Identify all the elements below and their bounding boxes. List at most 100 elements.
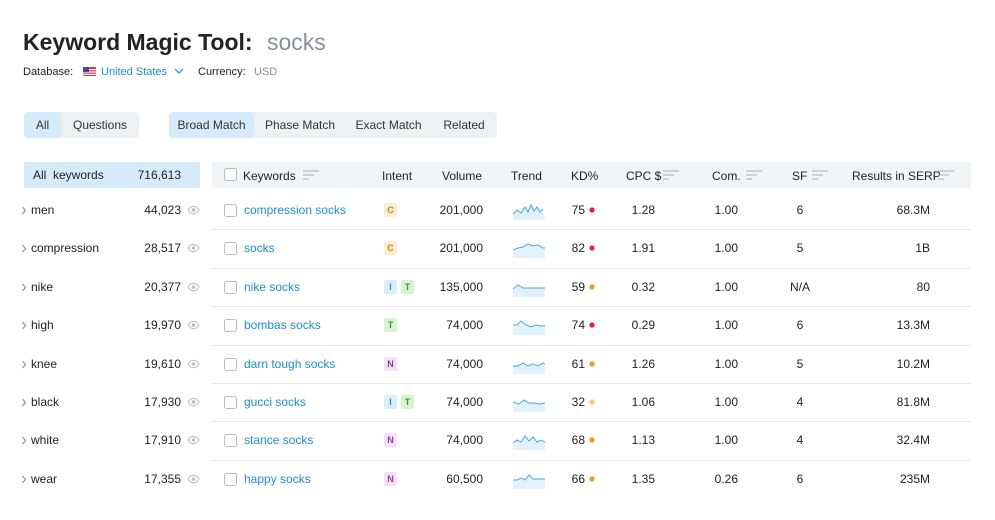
kd-dot xyxy=(589,360,595,367)
keyword-link[interactable]: stance socks xyxy=(244,433,314,448)
group-tab[interactable]: All xyxy=(24,112,61,138)
sort-icon xyxy=(746,170,762,180)
cell: 68.3M xyxy=(896,203,930,217)
row-divider xyxy=(212,267,971,269)
sidebar-keyword[interactable]: black xyxy=(31,395,60,409)
eye-icon xyxy=(187,359,200,368)
intent-badge: T xyxy=(384,318,397,333)
checkbox xyxy=(224,168,237,181)
cell: 13.3M xyxy=(896,318,930,333)
chevron xyxy=(22,206,27,215)
checkbox xyxy=(224,396,237,409)
sidebar-keyword[interactable]: white xyxy=(31,433,60,448)
column-header: Trend xyxy=(511,169,542,183)
column-header[interactable]: SF xyxy=(792,169,808,183)
cell: 5 xyxy=(796,356,804,371)
column-header[interactable]: Com. xyxy=(712,169,741,183)
intent-badge: I xyxy=(384,395,397,409)
sort-icon xyxy=(303,170,319,180)
sidebar-header xyxy=(24,162,200,188)
sidebar-count: 17,930 xyxy=(144,395,181,409)
intent-badge: I xyxy=(384,279,397,294)
cell: 4 xyxy=(796,395,804,409)
eye-icon xyxy=(187,244,200,253)
kd-dot xyxy=(589,476,595,482)
column-header[interactable]: Keywords xyxy=(243,169,296,183)
cell: 1.00 xyxy=(714,203,738,217)
intent-badge: C xyxy=(384,203,397,217)
eye-icon xyxy=(187,436,200,445)
checkbox xyxy=(224,434,237,448)
keyword-link[interactable]: gucci socks xyxy=(244,395,307,409)
database-select[interactable]: United States xyxy=(101,66,168,78)
group-tab[interactable]: Questions xyxy=(72,118,128,132)
cell: 61 xyxy=(571,356,585,371)
row-divider xyxy=(212,421,971,423)
cell: 66 xyxy=(571,471,585,486)
sidebar-keyword[interactable]: compression xyxy=(31,241,100,256)
cell: 6 xyxy=(796,471,804,486)
cell: 68 xyxy=(571,433,585,448)
title: Keyword Magic Tool: xyxy=(23,29,253,55)
column-header: Intent xyxy=(382,169,413,183)
sidebar-keyword[interactable]: wear xyxy=(31,471,58,486)
cell: 1.13 xyxy=(631,433,655,448)
row-divider xyxy=(212,306,971,308)
sidebar-keyword[interactable]: high xyxy=(31,318,54,333)
keyword-link[interactable]: socks xyxy=(244,241,275,256)
row-divider xyxy=(212,459,971,461)
trend-sparkline xyxy=(513,243,545,259)
cell: 6 xyxy=(796,318,804,333)
sidebar-count: 19,610 xyxy=(144,356,181,371)
eye-icon xyxy=(187,282,200,292)
cell: 1B xyxy=(915,241,930,256)
table-header xyxy=(212,162,971,188)
cell: 10.2M xyxy=(896,356,930,371)
cell: 6 xyxy=(796,203,804,217)
cell: 74 xyxy=(571,318,585,333)
sort-icon xyxy=(663,170,679,180)
cell: 1.91 xyxy=(631,241,655,256)
keyword-link[interactable]: bombas socks xyxy=(244,318,321,333)
match-tab[interactable]: Related xyxy=(443,118,485,132)
checkbox xyxy=(224,280,237,294)
cell: 1.00 xyxy=(714,356,738,371)
cell: 135,000 xyxy=(439,279,483,294)
cell: 59 xyxy=(571,279,585,294)
cell: 32.4M xyxy=(896,433,930,448)
trend-sparkline xyxy=(513,203,545,220)
kd-dot xyxy=(589,437,595,443)
intent-badge: N xyxy=(384,471,397,486)
match-tab[interactable]: Exact Match xyxy=(355,118,422,132)
chevron xyxy=(22,437,27,445)
eye-icon xyxy=(187,474,200,484)
chevron xyxy=(22,398,27,407)
match-tab[interactable]: Phase Match xyxy=(264,118,336,132)
column-header[interactable]: CPC $ xyxy=(626,169,662,183)
keyword-link[interactable]: happy socks xyxy=(244,471,311,486)
sidebar-header-label: All keywords xyxy=(33,168,104,182)
keyword-link[interactable]: darn tough socks xyxy=(244,356,336,371)
intent-badge: N xyxy=(384,433,397,448)
row-divider xyxy=(212,344,971,346)
sidebar-count: 17,910 xyxy=(144,433,181,448)
keyword-link[interactable]: compression socks xyxy=(244,203,347,217)
match-tab[interactable]: Broad Match xyxy=(169,112,254,138)
intent-badge: C xyxy=(384,241,397,256)
column-header[interactable]: Results in SERP xyxy=(852,169,941,183)
sidebar-count: 28,517 xyxy=(144,241,181,256)
checkbox xyxy=(224,357,237,371)
trend-sparkline xyxy=(513,362,545,374)
trend-sparkline xyxy=(513,284,545,297)
sidebar-count: 19,970 xyxy=(144,318,181,333)
column-header: Volume xyxy=(442,169,483,183)
sidebar-keyword[interactable]: men xyxy=(31,203,55,217)
keyword-link[interactable]: nike socks xyxy=(244,279,301,294)
sidebar-keyword[interactable]: nike xyxy=(31,279,54,294)
sidebar-keyword[interactable]: knee xyxy=(31,356,58,371)
cell: 81.8M xyxy=(896,395,930,409)
chevron xyxy=(22,283,27,292)
chevron xyxy=(22,475,27,484)
cell: 80 xyxy=(916,279,930,294)
cell: 4 xyxy=(796,433,804,448)
